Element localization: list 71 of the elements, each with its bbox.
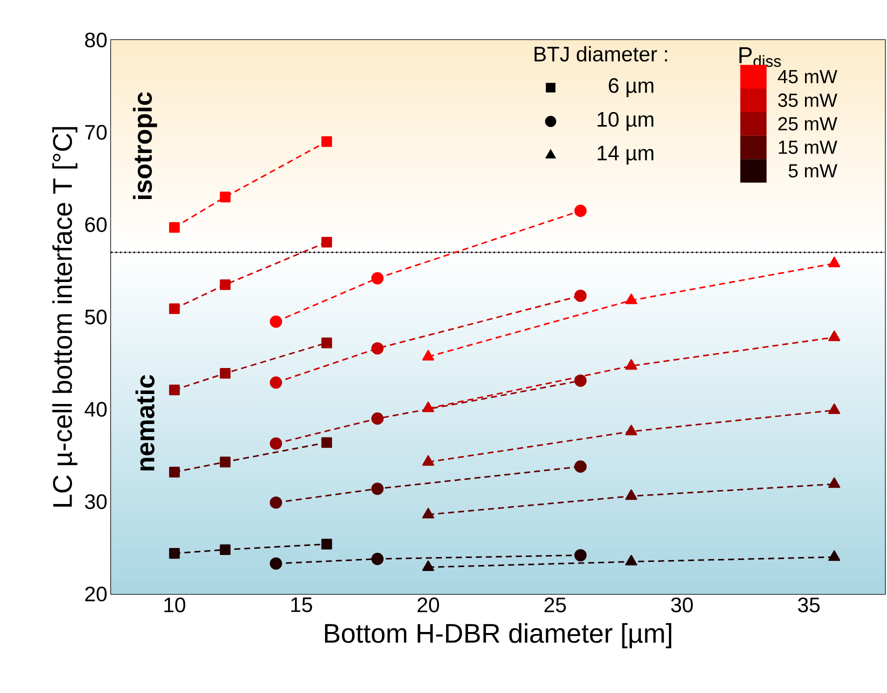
- point: [169, 466, 180, 478]
- point: [220, 544, 231, 556]
- point: [321, 538, 332, 550]
- point: [169, 384, 180, 396]
- point: [169, 548, 180, 559]
- annotation: 6 µm: [608, 78, 654, 98]
- point: [220, 456, 231, 468]
- point: [828, 477, 840, 488]
- point: [371, 482, 384, 495]
- annotation: 5 mW: [788, 164, 838, 178]
- point: [220, 192, 231, 202]
- annotation: 25 mW: [778, 117, 838, 130]
- annotation: 15 mW: [778, 140, 838, 154]
- point: [422, 402, 434, 412]
- point: [574, 204, 587, 217]
- point: [574, 549, 587, 562]
- point: [321, 136, 332, 147]
- point: [169, 303, 180, 314]
- annotation: 14 µm: [598, 146, 654, 165]
- point: [371, 342, 384, 355]
- y-tick-label: 70: [85, 124, 107, 140]
- point: [574, 290, 587, 302]
- band-label: nematic: [135, 374, 155, 470]
- point: [321, 437, 332, 448]
- annotation: BTJ diameter :: [534, 46, 668, 62]
- annotation: 35 mW: [778, 94, 838, 107]
- x-tick-label: 20: [418, 598, 440, 612]
- y-tick-label: 80: [85, 32, 107, 48]
- point: [371, 412, 384, 425]
- band-label: isotropic: [132, 92, 158, 200]
- point: [220, 279, 231, 290]
- point: [828, 330, 840, 342]
- point: [270, 437, 282, 450]
- y-tick-label: 60: [85, 217, 107, 232]
- point: [270, 315, 282, 328]
- point: [422, 508, 434, 518]
- x-tick-label: 15: [291, 598, 312, 612]
- x-tick-label: 30: [671, 598, 693, 612]
- annotation: 10 µm: [598, 112, 654, 131]
- point: [574, 460, 587, 473]
- point: [371, 272, 384, 284]
- x-tick-label: 35: [798, 598, 820, 612]
- point: [270, 496, 282, 509]
- point: [625, 554, 638, 566]
- annotation: 45 mW: [778, 70, 838, 84]
- point: [828, 550, 840, 561]
- point: [625, 294, 638, 304]
- y-axis-title: LC µ-cell bottom interface T [°C]: [52, 127, 78, 507]
- x-tick-label: 25: [544, 598, 566, 612]
- point: [625, 424, 638, 436]
- x-axis-title: Bottom H-DBR diameter [µm]: [325, 623, 672, 648]
- point: [422, 560, 434, 571]
- y-tick-label: 30: [85, 494, 107, 510]
- point: [371, 552, 384, 566]
- point: [422, 455, 434, 466]
- y-tick-label: 20: [85, 586, 107, 602]
- y-tick-label: 50: [85, 310, 107, 324]
- point: [169, 222, 180, 233]
- point: [625, 359, 638, 370]
- y-tick-label: 40: [84, 402, 107, 417]
- point: [220, 368, 231, 379]
- point: [574, 374, 587, 387]
- point: [321, 338, 332, 348]
- point: [321, 236, 332, 248]
- x-tick-label: 10: [164, 598, 186, 612]
- point: [270, 376, 282, 389]
- point: [828, 404, 840, 414]
- point: [828, 256, 840, 268]
- point: [625, 489, 638, 500]
- point: [270, 557, 282, 570]
- point: [422, 350, 434, 360]
